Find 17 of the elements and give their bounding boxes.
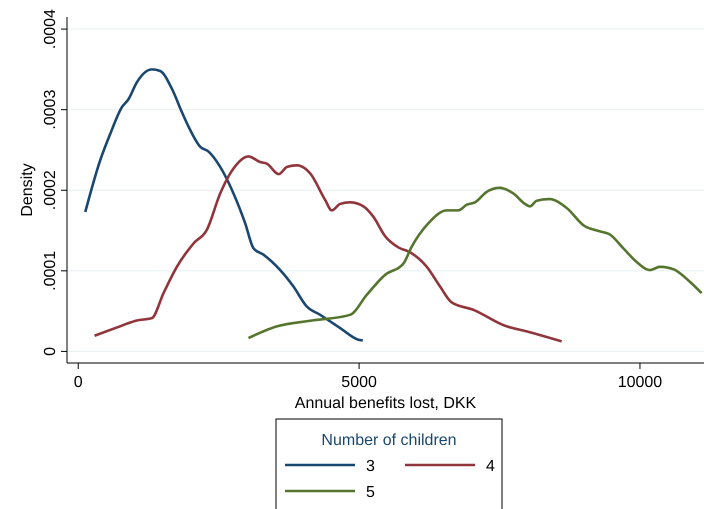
line-series xyxy=(84,68,364,342)
x-tick-label: 0 xyxy=(74,374,83,391)
y-axis-title: Density xyxy=(19,163,36,217)
y-tick-label: .0002 xyxy=(42,170,59,210)
line-series xyxy=(247,186,703,340)
x-tick-label: 5000 xyxy=(341,374,377,391)
legend-title: Number of children xyxy=(321,432,457,449)
legend-label: 4 xyxy=(486,458,495,475)
y-tick-label: .0004 xyxy=(42,8,59,50)
y-tick-label: .0001 xyxy=(42,250,59,291)
x-tick-label: 10000 xyxy=(618,374,662,391)
legend-label: 3 xyxy=(366,458,375,475)
legend-label: 5 xyxy=(366,484,375,501)
line-series xyxy=(93,155,563,343)
x-axis-title: Annual benefits lost, DKK xyxy=(294,395,477,412)
y-tick-label: .0003 xyxy=(42,90,59,130)
y-tick-label: 0 xyxy=(42,346,59,356)
